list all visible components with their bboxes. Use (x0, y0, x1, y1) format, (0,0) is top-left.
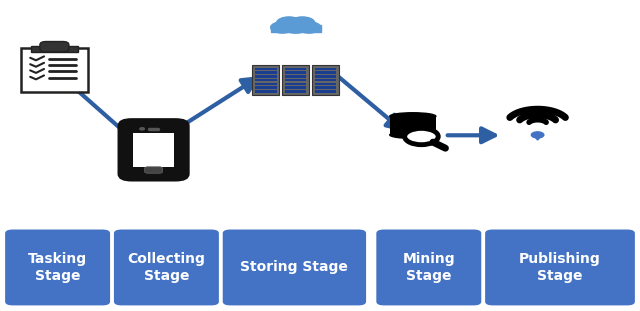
Circle shape (280, 18, 312, 33)
Text: Mining
Stage: Mining Stage (403, 252, 455, 283)
Bar (255, 83, 276, 85)
FancyBboxPatch shape (312, 65, 339, 95)
FancyBboxPatch shape (282, 65, 310, 95)
Text: Collecting
Stage: Collecting Stage (127, 252, 205, 283)
FancyBboxPatch shape (31, 46, 77, 52)
Bar (255, 67, 276, 70)
Bar (285, 75, 307, 78)
Ellipse shape (390, 113, 436, 120)
Bar (285, 86, 307, 89)
Circle shape (531, 132, 544, 138)
Text: Tasking
Stage: Tasking Stage (28, 252, 87, 283)
Bar (255, 90, 276, 93)
Bar (285, 72, 307, 74)
Bar (285, 67, 307, 70)
Bar (315, 67, 337, 70)
FancyBboxPatch shape (114, 230, 219, 305)
FancyBboxPatch shape (145, 167, 163, 173)
Bar (285, 79, 307, 81)
FancyBboxPatch shape (133, 132, 174, 167)
Bar (255, 75, 276, 78)
Bar (315, 90, 337, 93)
Circle shape (276, 17, 301, 29)
Bar (315, 86, 337, 89)
Bar (285, 83, 307, 85)
FancyBboxPatch shape (40, 42, 69, 52)
Circle shape (298, 22, 321, 33)
Ellipse shape (390, 132, 436, 138)
Bar (271, 26, 321, 32)
Circle shape (404, 128, 438, 145)
FancyBboxPatch shape (485, 230, 635, 305)
FancyBboxPatch shape (223, 230, 366, 305)
Circle shape (271, 22, 294, 33)
Bar (255, 79, 276, 81)
Circle shape (290, 17, 315, 29)
Bar (315, 75, 337, 78)
Bar (315, 72, 337, 74)
FancyBboxPatch shape (119, 119, 188, 180)
Bar (315, 83, 337, 85)
FancyBboxPatch shape (5, 230, 110, 305)
Circle shape (140, 128, 145, 130)
Bar (285, 90, 307, 93)
FancyBboxPatch shape (252, 65, 280, 95)
Bar (255, 72, 276, 74)
Bar (390, 116, 436, 135)
Bar (315, 79, 337, 81)
FancyBboxPatch shape (376, 230, 481, 305)
Text: Publishing
Stage: Publishing Stage (519, 252, 601, 283)
Text: Storing Stage: Storing Stage (241, 260, 348, 275)
Bar (255, 86, 276, 89)
FancyBboxPatch shape (21, 48, 88, 92)
Polygon shape (533, 135, 542, 140)
